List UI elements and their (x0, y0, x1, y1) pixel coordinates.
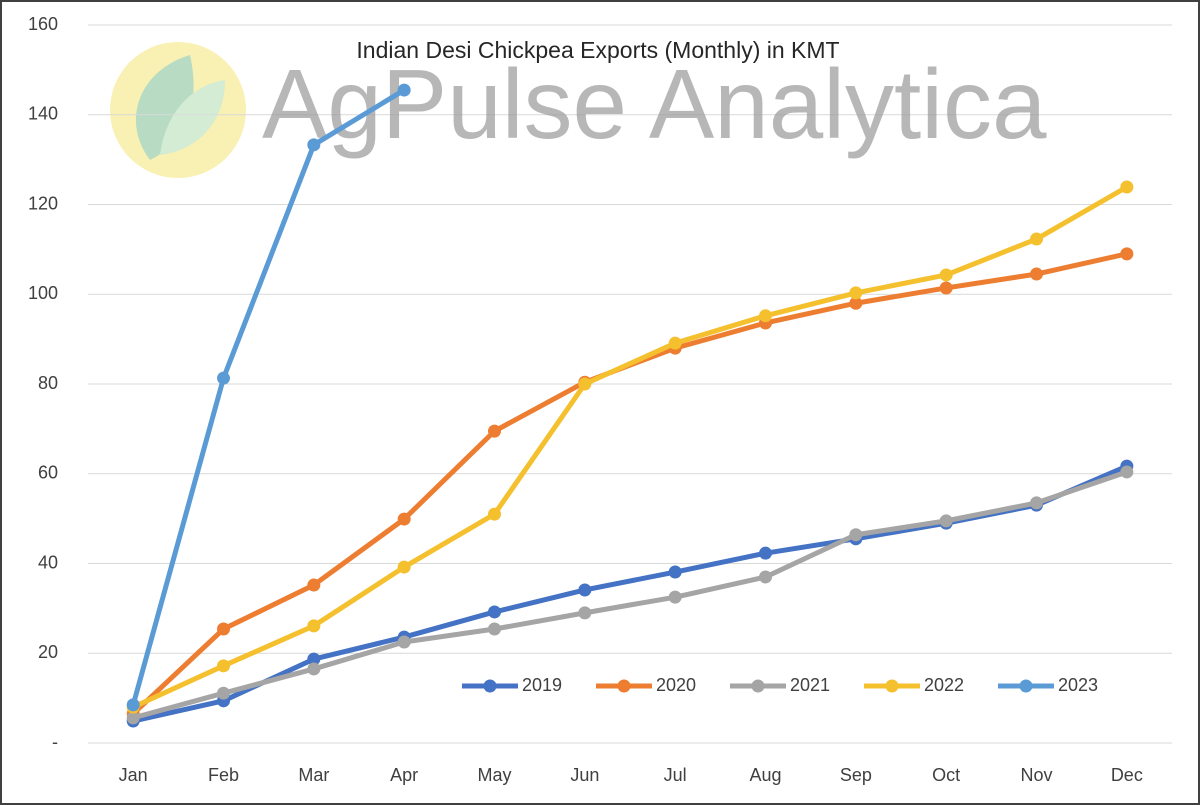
point (307, 138, 321, 152)
point (1030, 496, 1043, 510)
point (578, 583, 592, 597)
chart-title: Indian Desi Chickpea Exports (Monthly) i… (356, 37, 839, 63)
point (668, 336, 682, 350)
point (578, 377, 592, 391)
point (488, 622, 501, 636)
legend-marker (751, 679, 765, 693)
point (488, 605, 501, 619)
point (849, 286, 863, 300)
legend-item: 2020 (596, 675, 696, 695)
point (1120, 180, 1134, 194)
y-tick-label: 40 (38, 552, 58, 572)
point (126, 698, 140, 712)
x-tick-label: Feb (208, 765, 239, 785)
legend-label: 2022 (924, 675, 964, 695)
y-tick-label: 100 (28, 283, 58, 303)
y-tick-label: 80 (38, 373, 58, 393)
point (1120, 465, 1134, 479)
series-line (130, 184, 1130, 710)
legend-label: 2019 (522, 675, 562, 695)
point (939, 514, 953, 528)
series-line (130, 87, 407, 708)
y-tick-label: 20 (38, 642, 58, 662)
y-tick-label: - (52, 732, 58, 752)
point (307, 662, 321, 676)
point (397, 635, 411, 649)
x-tick-label: Sep (840, 765, 872, 785)
point (488, 507, 501, 521)
watermark: AgPulse Analytica (262, 49, 1047, 159)
series-line (130, 469, 1130, 721)
point (307, 578, 321, 592)
legend-label: 2020 (656, 675, 696, 695)
point (1030, 267, 1043, 281)
legend-marker (483, 679, 497, 693)
legend-marker (1019, 679, 1033, 693)
x-tick-label: Nov (1020, 765, 1052, 785)
x-tick-label: Oct (932, 765, 960, 785)
point (488, 424, 501, 438)
logo (110, 42, 246, 178)
point (759, 570, 772, 584)
legend-item: 2023 (998, 675, 1098, 695)
point (1120, 247, 1134, 261)
x-tick-label: Jul (664, 765, 687, 785)
point (668, 565, 682, 579)
point (849, 296, 863, 310)
x-tick-label: Apr (390, 765, 418, 785)
point (578, 606, 592, 620)
point (217, 686, 230, 700)
point (668, 590, 682, 604)
point (759, 309, 772, 323)
y-tick-label: 160 (28, 14, 58, 34)
point (1030, 232, 1043, 246)
point (759, 546, 772, 560)
legend-label: 2021 (790, 675, 830, 695)
legend-item: 2022 (864, 675, 964, 695)
point (307, 619, 321, 633)
legend-label: 2023 (1058, 675, 1098, 695)
point (939, 281, 953, 295)
x-tick-label: Aug (749, 765, 781, 785)
point (397, 560, 411, 574)
point (126, 711, 140, 725)
x-tick-label: May (477, 765, 511, 785)
x-tick-label: Mar (298, 765, 329, 785)
legend-marker (885, 679, 899, 693)
legend-item: 2021 (730, 675, 830, 695)
point (397, 83, 411, 97)
y-tick-label: 120 (28, 193, 58, 213)
point (397, 512, 411, 526)
x-tick-label: Dec (1111, 765, 1143, 785)
x-tick-label: Jun (570, 765, 599, 785)
legend-marker (617, 679, 631, 693)
x-tick-label: Jan (119, 765, 148, 785)
point (217, 622, 230, 636)
point (307, 652, 321, 666)
point (849, 528, 863, 542)
legend-item: 2019 (462, 675, 562, 695)
point (217, 659, 230, 673)
point (939, 268, 953, 282)
y-tick-label: 140 (28, 104, 58, 124)
y-tick-label: 60 (38, 463, 58, 483)
point (217, 371, 230, 385)
